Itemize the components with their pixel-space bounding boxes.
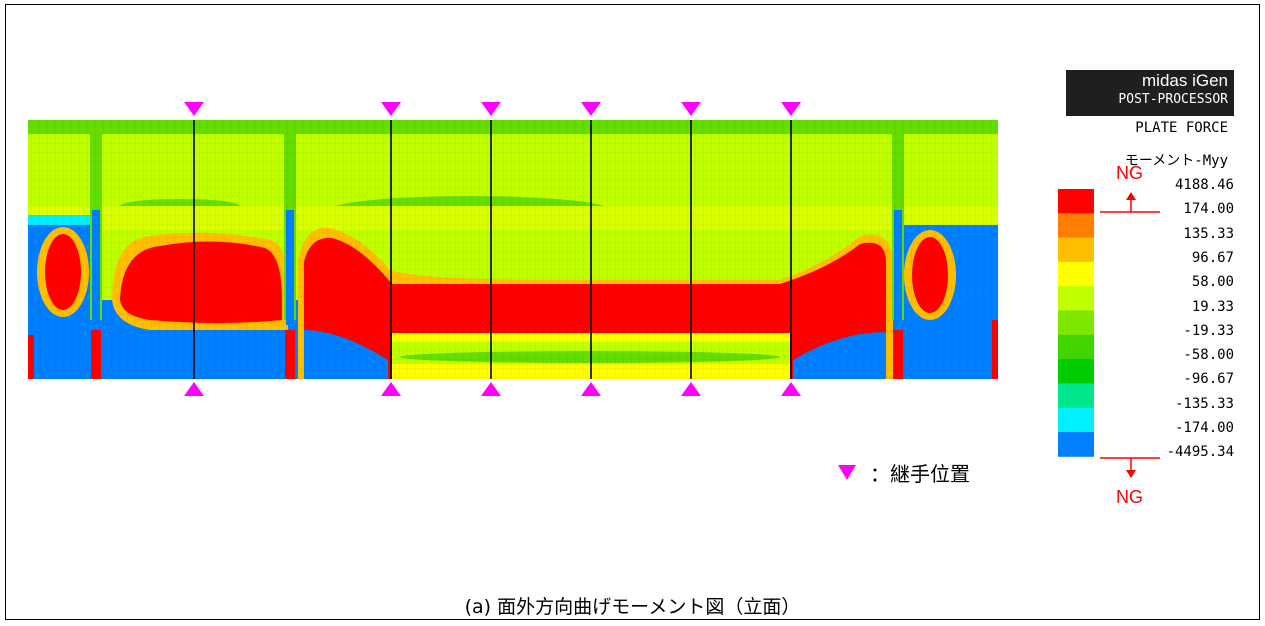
legend-swatch xyxy=(1058,213,1094,239)
legend-tick-label: -135.33 xyxy=(1174,395,1234,412)
joint-marker-top-6 xyxy=(781,102,801,116)
joint-marker-bottom-6 xyxy=(781,382,801,396)
joint-marker-bottom-1 xyxy=(184,382,204,396)
legend-swatch xyxy=(1058,261,1094,287)
joint-marker-top-5 xyxy=(681,102,701,116)
joint-marker-top-2 xyxy=(381,102,401,116)
joint-marker-bottom-5 xyxy=(681,382,701,396)
joint-markers-top xyxy=(184,102,801,116)
legend-tick-label: 19.33 xyxy=(1191,298,1234,315)
joint-marker-bottom-3 xyxy=(481,382,501,396)
brand-name: midas iGen xyxy=(1142,71,1228,90)
joint-marker-top-1 xyxy=(184,102,204,116)
legend-tick-label: 58.00 xyxy=(1191,274,1234,291)
legend-tick-label: -4495.34 xyxy=(1166,444,1234,461)
legend-swatch xyxy=(1058,432,1094,457)
joint-lines xyxy=(193,120,792,379)
brand-module: POST-PROCESSOR xyxy=(1118,92,1228,107)
legend-tick-label: 174.00 xyxy=(1183,201,1234,218)
result-component: モーメント-Myy xyxy=(1124,153,1228,169)
ng-upper-arrow-head xyxy=(1126,192,1136,200)
legend-swatch xyxy=(1058,359,1094,384)
joint-marker-top-3 xyxy=(481,102,501,116)
legend-tick-label: 135.33 xyxy=(1183,225,1234,242)
legend-tick-label: -96.67 xyxy=(1183,371,1234,388)
joint-legend: ：継手位置 xyxy=(838,458,970,487)
joint-marker-bottom-2 xyxy=(381,382,401,396)
ng-lower-label: NG xyxy=(1116,487,1143,507)
ng-lower-arrow-head xyxy=(1126,470,1136,478)
legend-tick-label: 96.67 xyxy=(1191,249,1234,266)
joint-marker-top-4 xyxy=(581,102,601,116)
wall-contour xyxy=(28,120,998,379)
ng-indicators xyxy=(1100,192,1160,478)
joint-legend-label: ：継手位置 xyxy=(870,462,970,486)
legend-swatch xyxy=(1058,189,1094,214)
legend-swatch xyxy=(1058,310,1094,336)
legend-tick-label: 4188.46 xyxy=(1174,177,1234,193)
joint-markers-bottom xyxy=(184,382,801,396)
midas-brand-box: midas iGen POST-PROCESSOR xyxy=(1066,70,1234,116)
figure-frame xyxy=(5,4,1260,620)
legend-tick-label: -174.00 xyxy=(1174,420,1234,436)
joint-legend-marker xyxy=(838,465,856,480)
legend-swatch xyxy=(1058,286,1094,311)
joint-marker-bottom-4 xyxy=(581,382,601,396)
ng-upper-label: NG xyxy=(1116,163,1143,183)
fe-mesh xyxy=(28,120,998,379)
legend-swatch xyxy=(1058,383,1094,409)
legend-tick-label: -19.33 xyxy=(1183,322,1234,339)
legend-swatch xyxy=(1058,407,1094,433)
result-type: PLATE FORCE xyxy=(1135,120,1228,136)
legend-tick-label: -58.00 xyxy=(1183,347,1234,364)
color-legend-bar xyxy=(1058,189,1094,457)
legend-swatch xyxy=(1058,237,1094,263)
legend-swatch xyxy=(1058,334,1094,360)
figure-caption: (a) 面外方向曲げモーメント図（立面） xyxy=(464,596,801,618)
